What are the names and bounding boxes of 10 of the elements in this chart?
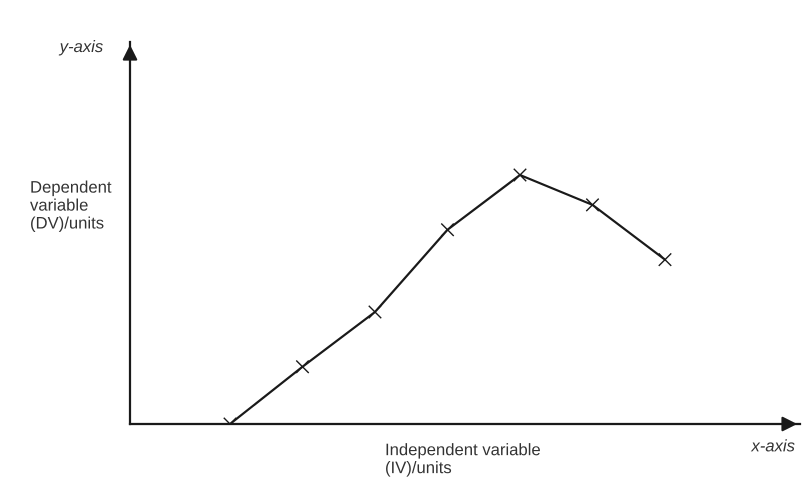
- point: [368, 305, 382, 319]
- x-axis-title: Independent variable (IV)/units: [386, 443, 540, 477]
- point: [513, 168, 527, 182]
- y-axis-title: Dependent variable (DV)/units: [30, 180, 112, 232]
- point: [658, 252, 672, 267]
- point: [440, 222, 454, 237]
- point: [296, 360, 310, 374]
- point: [586, 198, 600, 212]
- text: y-axis: [58, 40, 103, 56]
- text: x-axis: [750, 439, 795, 452]
